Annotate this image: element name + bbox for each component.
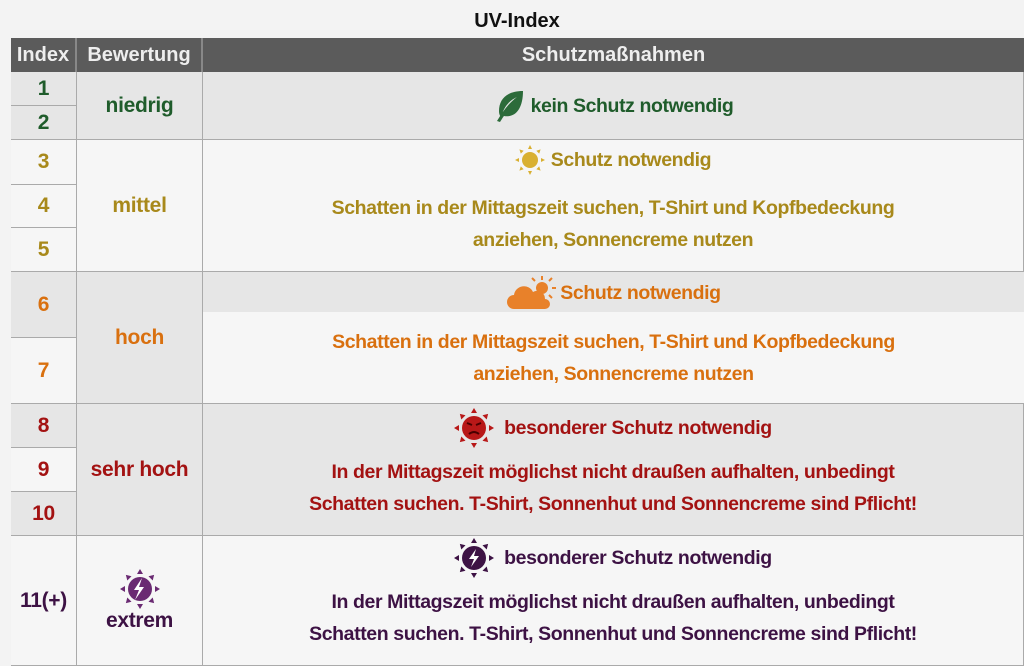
headline: besonderer Schutz notwendig [504,547,772,569]
index-cell: 8 [11,404,77,448]
headline: besonderer Schutz notwendig [504,417,772,439]
sun-icon [514,145,545,175]
table-title: UV-Index [474,9,560,32]
detail-line: In der Mittagszeit möglichst nicht drauß… [331,591,895,613]
rating-cell: sehr hoch [77,404,203,536]
headline: kein Schutz notwendig [530,94,734,117]
lightning-sun-icon [119,568,160,609]
detail-line: In der Mittagszeit möglichst nicht drauß… [331,461,895,483]
headline: Schutz notwendig [560,282,721,304]
rating-cell: mittel [77,140,203,272]
leaf-icon [493,89,525,123]
rating-cell: hoch [77,272,203,404]
detail-line: Schatten suchen. T-Shirt, Sonnenhut und … [309,623,917,645]
index-cell: 4 [11,185,77,228]
measures-cell: besonderer Schutz notwendig In der Mitta… [203,404,1024,536]
lightning-sun-icon [454,538,495,578]
rating-cell: extrem [77,536,203,666]
index-cell: 1 [11,72,77,106]
detail-line: anziehen, Sonnencreme nutzen [472,229,754,251]
sun-cloud-icon [506,276,558,310]
index-cell: 5 [11,228,77,272]
detail-line: anziehen, Sonnencreme nutzen [473,363,754,385]
header-index: Index [11,38,77,72]
measures-cell: besonderer Schutz notwendig In der Mitta… [203,536,1024,666]
detail-line: Schatten in der Mittagszeit suchen, T-Sh… [332,331,895,353]
header-rating: Bewertung [77,38,203,72]
detail-line: Schatten suchen. T-Shirt, Sonnenhut und … [309,493,917,515]
index-cell: 10 [11,492,77,536]
index-cell: 9 [11,448,77,492]
measures-headline-band [203,272,1024,312]
angry-sun-icon [454,408,495,448]
measures-cell: Schutz notwendig Schatten in der Mittags… [203,272,1024,404]
rating-label: extrem [105,608,174,632]
measures-cell: kein Schutz notwendig [203,72,1024,140]
index-cell: 6 [11,272,77,338]
measures-cell: Schutz notwendig Schatten in der Mittags… [203,140,1024,272]
header-measures: Schutzmaßnahmen [203,38,1024,72]
headline: Schutz notwendig [550,149,712,171]
index-cell: 2 [11,106,77,140]
rating-cell: niedrig [77,72,203,140]
index-cell: 3 [11,140,77,185]
index-cell: 7 [11,338,77,404]
index-cell: 11(+) [11,536,77,666]
detail-line: Schatten in der Mittagszeit suchen, T-Sh… [331,197,895,219]
